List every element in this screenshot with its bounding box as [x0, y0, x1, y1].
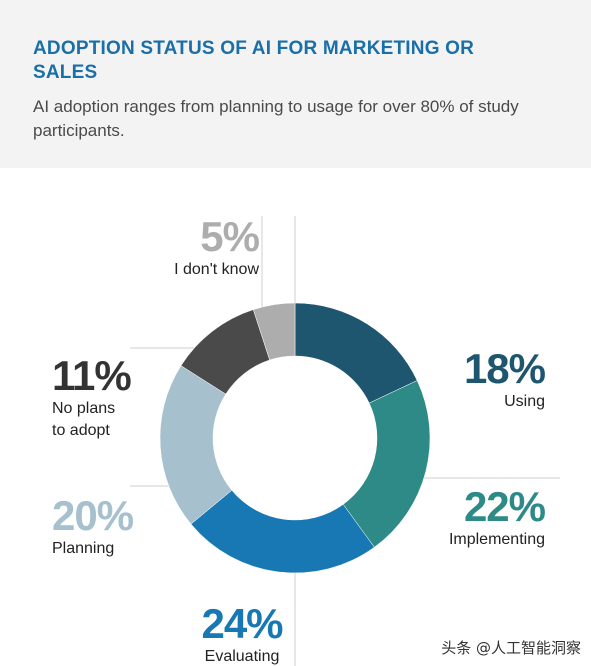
category-label-implementing: Implementing: [449, 531, 545, 548]
chart-subtitle: AI adoption ranges from planning to usag…: [33, 97, 519, 140]
chart-title: ADOPTION STATUS OF AI FOR MARKETING OR S…: [33, 38, 475, 83]
watermark: 头条 @人工智能洞察: [441, 639, 581, 657]
value-label-planning: 20%: [52, 492, 134, 539]
value-label-i-don-t-know: 5%: [200, 213, 259, 260]
category-label-no-plans-to-adopt: to adopt: [52, 422, 110, 439]
category-label-no-plans-to-adopt: No plans: [52, 400, 115, 417]
donut-chart: 18%Using 22%Implementing 24%Evaluating 20%P…: [52, 213, 560, 666]
value-label-implementing: 22%: [464, 483, 546, 530]
category-label-evaluating: Evaluating: [205, 648, 280, 665]
category-label-planning: Planning: [52, 540, 114, 557]
slice-i-don-t-know: [252, 302, 296, 361]
slice-using: [294, 302, 418, 404]
value-label-no-plans-to-adopt: 11%: [52, 352, 131, 399]
category-label-i-don-t-know: I don't know: [174, 261, 259, 278]
header-panel: ADOPTION STATUS OF AI FOR MARKETING OR S…: [0, 0, 591, 168]
value-label-using: 18%: [464, 345, 546, 392]
category-label-using: Using: [504, 393, 545, 410]
value-label-evaluating: 24%: [201, 600, 283, 647]
